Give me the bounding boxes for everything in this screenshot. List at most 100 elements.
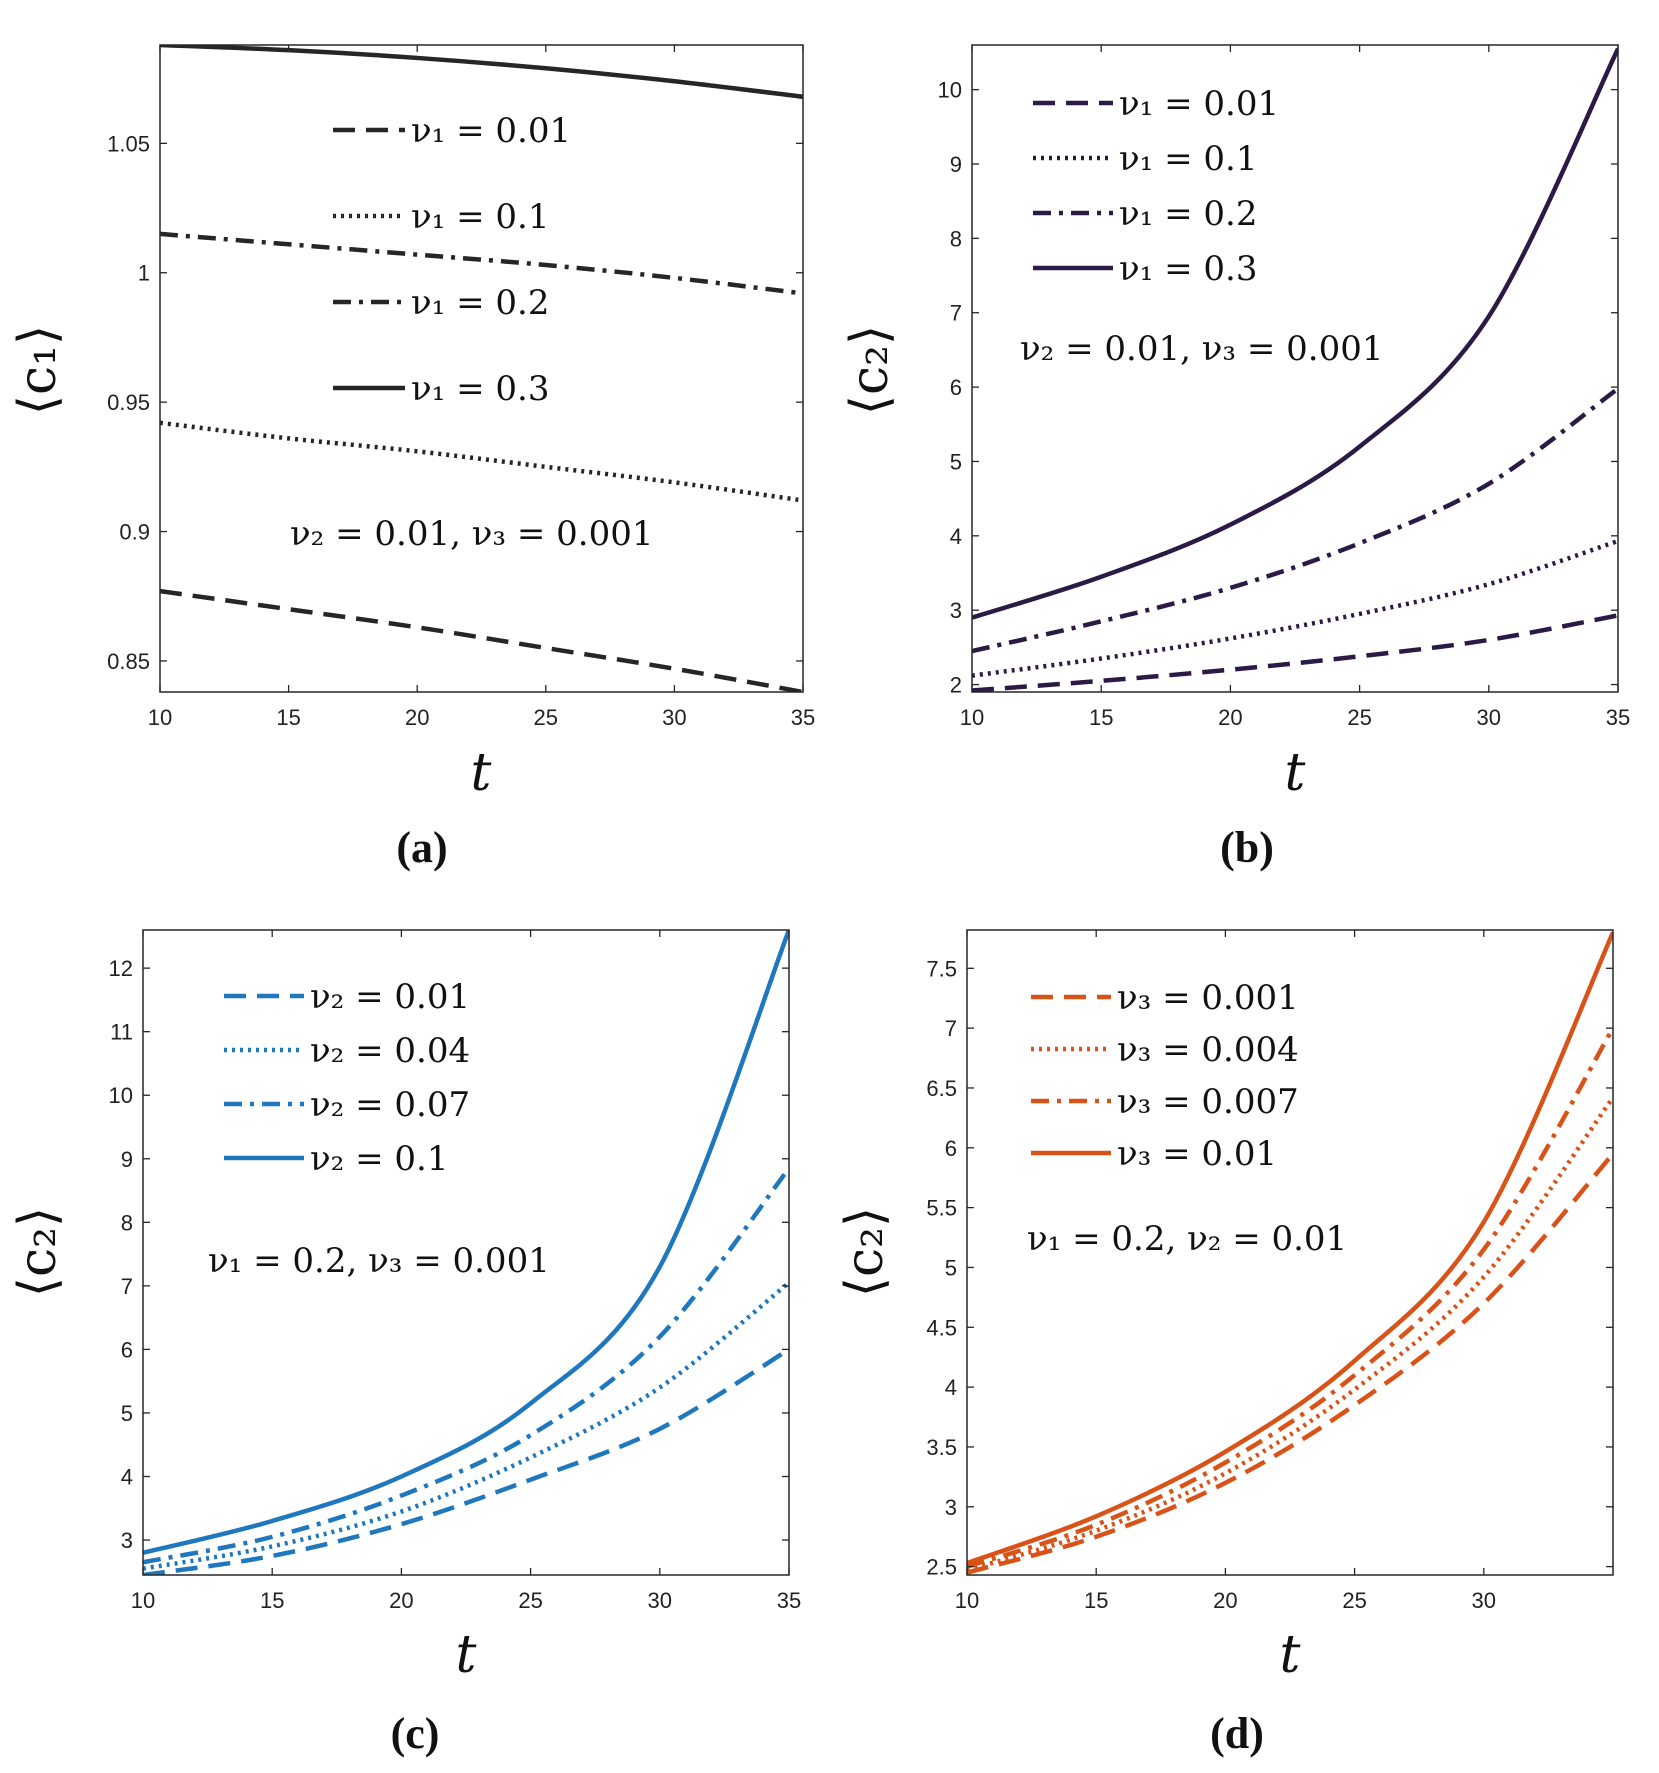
series-line-dashdot: [972, 386, 1618, 654]
series-line-dashdot: [143, 1166, 789, 1565]
y-tick-label: 5: [945, 1255, 957, 1280]
legend-label: ν₁ = 0.2: [411, 283, 549, 323]
y-tick-label: 3.5: [926, 1435, 957, 1460]
x-tick-label: 20: [1213, 1588, 1237, 1613]
y-tick-label: 5.5: [926, 1196, 957, 1221]
y-tick-label: 6: [950, 375, 962, 400]
y-tick-label: 10: [109, 1083, 133, 1108]
x-tick-label: 30: [1477, 705, 1501, 730]
y-tick-label: 0.9: [119, 520, 150, 545]
y-tick-label: 11: [110, 1020, 133, 1045]
y-axis-label: ⟨c₁⟩: [8, 325, 68, 416]
parameter-annotation: ν₂ = 0.01, ν₃ = 0.001: [1020, 329, 1383, 369]
parameter-annotation: ν₁ = 0.2, ν₃ = 0.001: [208, 1241, 550, 1281]
y-tick-label: 6.5: [926, 1076, 957, 1101]
legend-label: ν₁ = 0.3: [1119, 249, 1257, 289]
parameter-annotation: ν₁ = 0.2, ν₂ = 0.01: [1027, 1219, 1347, 1259]
y-tick-label: 8: [950, 226, 962, 251]
series-line-solid: [160, 45, 803, 99]
series-line-solid: [967, 931, 1613, 1566]
legend-label: ν₁ = 0.3: [411, 369, 549, 409]
series-line-dotted: [967, 1096, 1613, 1573]
legend-label: ν₁ = 0.01: [1119, 84, 1279, 124]
y-tick-label: 0.85: [107, 649, 150, 674]
legend-label: ν₂ = 0.01: [310, 977, 470, 1017]
y-tick-label: 7: [950, 301, 962, 326]
series-group: [967, 931, 1613, 1575]
x-tick-label: 10: [148, 705, 172, 730]
panel-a: 10 15 20 25 30 35 0.85 0.9 0.95 1 1.05 ν₁ = 0.01 ν₁ …: [8, 44, 815, 872]
panel-c: 10 15 20 25 30 35 3 4 5 6 7 8 9 10 11 12 ν₂ = 0.01 ν₂ = 0…: [8, 929, 801, 1758]
x-tick-label: 20: [405, 705, 429, 730]
y-tick-label: 4.5: [926, 1315, 957, 1340]
panel-label: (d): [1210, 1709, 1264, 1758]
x-tick-label: 10: [960, 705, 984, 730]
x-tick-label: 35: [777, 1588, 801, 1613]
y-tick-label: 10: [938, 78, 962, 103]
panel-label: (a): [396, 823, 447, 872]
x-tick-label: 30: [648, 1588, 672, 1613]
y-tick-label: 5: [950, 449, 962, 474]
series-line-dashed: [143, 1347, 789, 1575]
series-line-dashdot: [967, 1026, 1613, 1569]
y-tick-label: 3: [950, 598, 962, 623]
series-group: [143, 930, 789, 1575]
panel-label: (c): [391, 1709, 440, 1758]
axes-frame: [971, 44, 1619, 693]
series-group: [160, 45, 803, 692]
legend-label: ν₃ = 0.001: [1117, 978, 1299, 1018]
y-tick-label: 9: [121, 1147, 133, 1172]
y-tick-label: 6: [121, 1337, 133, 1362]
legend-label: ν₂ = 0.1: [310, 1139, 448, 1179]
y-tick-label: 6: [945, 1136, 957, 1161]
legend-label: ν₁ = 0.1: [1119, 139, 1257, 179]
legend-label: ν₁ = 0.1: [411, 197, 549, 237]
x-tick-label: 35: [791, 705, 815, 730]
x-tick-label: 25: [1347, 705, 1371, 730]
y-tick-label: 8: [121, 1210, 133, 1235]
y-axis-label: ⟨c₂⟩: [835, 1207, 895, 1298]
series-line-dotted: [972, 538, 1618, 678]
y-tick-label: 4: [945, 1375, 957, 1400]
x-tick-label: 15: [1084, 1588, 1108, 1613]
y-tick-label: 0.95: [107, 390, 150, 415]
y-tick-label: 5: [121, 1401, 133, 1426]
y-axis-label: ⟨c₂⟩: [8, 1207, 68, 1298]
x-axis-label: t: [1285, 743, 1306, 803]
x-tick-label: 25: [518, 1588, 542, 1613]
x-tick-label: 30: [1472, 1588, 1496, 1613]
series-group: [972, 47, 1618, 692]
series-line-solid: [143, 930, 789, 1555]
series-line-dashed: [972, 613, 1618, 692]
y-tick-label: 12: [109, 956, 133, 981]
x-tick-label: 10: [955, 1588, 979, 1613]
y-tick-label: 4: [950, 524, 962, 549]
y-tick-label: 1.05: [107, 131, 150, 156]
y-tick-label: 7.5: [926, 956, 957, 981]
x-axis-label: t: [456, 1625, 477, 1685]
x-tick-label: 30: [662, 705, 686, 730]
x-tick-label: 25: [1342, 1588, 1366, 1613]
x-tick-label: 20: [1218, 705, 1242, 730]
legend-label: ν₃ = 0.01: [1117, 1134, 1277, 1174]
y-axis-label: ⟨c₂⟩: [840, 325, 900, 416]
panel-b: 10 15 20 25 30 35 2 3 4 5 6 7 8 9 10 ν₁ = 0.01 ν₁ = 0.1 ν…: [840, 44, 1630, 872]
x-tick-label: 25: [534, 705, 558, 730]
axes-frame: [966, 929, 1614, 1576]
x-tick-label: 35: [1606, 705, 1630, 730]
panel-label: (b): [1220, 823, 1274, 872]
x-tick-label: 10: [131, 1588, 155, 1613]
x-tick-label: 20: [389, 1588, 413, 1613]
x-tick-label: 15: [1089, 705, 1113, 730]
series-line-dashed: [967, 1152, 1613, 1575]
y-tick-label: 9: [950, 152, 962, 177]
x-axis-label: t: [1280, 1625, 1301, 1685]
y-tick-label: 7: [121, 1274, 133, 1299]
y-tick-label: 4: [121, 1465, 133, 1490]
panel-d: 10 15 20 25 30 2.5 3 3.5 4 4.5 5 5.5 6 6.5 7 7.5 ν₃ = 0.…: [835, 929, 1614, 1758]
series-line-solid: [972, 47, 1618, 620]
legend-label: ν₃ = 0.004: [1117, 1030, 1299, 1070]
x-tick-label: 15: [260, 1588, 284, 1613]
legend-label: ν₂ = 0.04: [310, 1031, 470, 1071]
parameter-annotation: ν₂ = 0.01, ν₃ = 0.001: [290, 514, 653, 554]
